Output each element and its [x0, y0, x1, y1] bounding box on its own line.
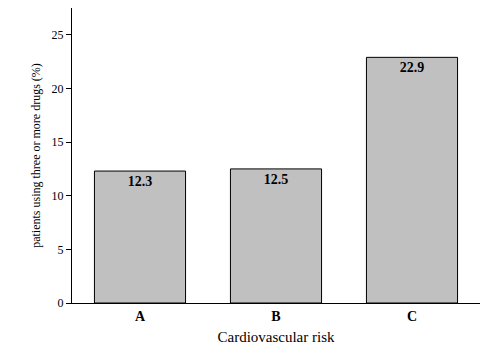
- svg-text:B: B: [271, 309, 280, 324]
- svg-text:patients using three or more d: patients using three or more drugs (%): [29, 63, 43, 248]
- svg-text:C: C: [407, 309, 417, 324]
- svg-text:Cardiovascular risk: Cardiovascular risk: [217, 329, 335, 345]
- svg-text:12.3: 12.3: [128, 174, 153, 189]
- svg-text:5: 5: [58, 243, 64, 257]
- svg-text:12.5: 12.5: [264, 172, 289, 187]
- svg-text:10: 10: [52, 189, 64, 203]
- svg-text:A: A: [135, 309, 146, 324]
- svg-text:22.9: 22.9: [400, 60, 425, 75]
- svg-text:20: 20: [52, 82, 64, 96]
- svg-text:25: 25: [52, 28, 64, 42]
- svg-text:15: 15: [52, 135, 64, 149]
- svg-text:0: 0: [58, 296, 64, 310]
